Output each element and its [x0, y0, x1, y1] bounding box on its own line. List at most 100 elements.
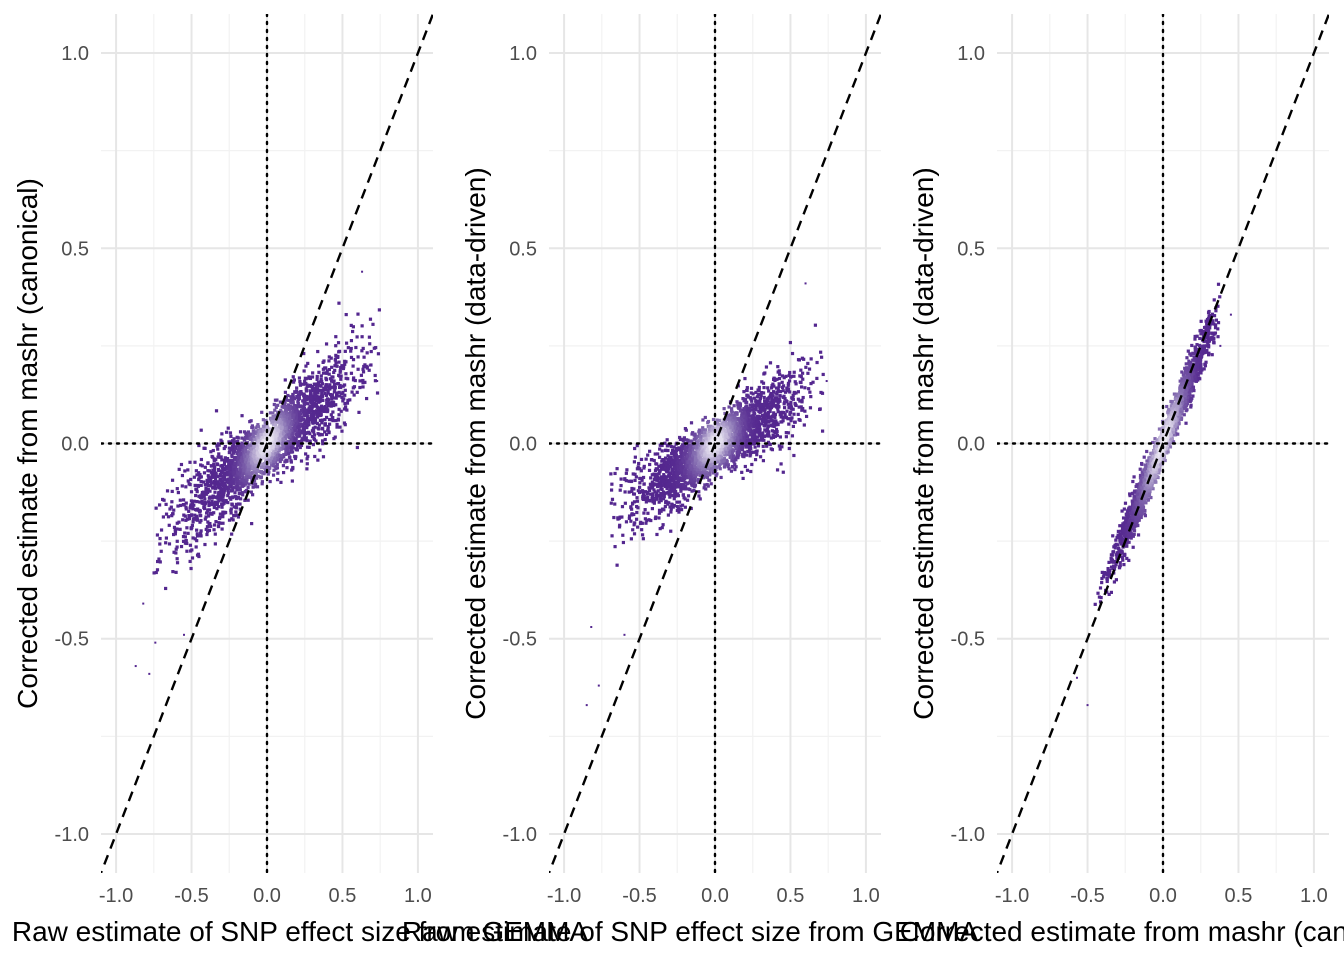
- density-cell: [315, 405, 319, 409]
- density-cell: [197, 508, 201, 513]
- density-cell: [748, 414, 752, 418]
- density-cell: [610, 482, 614, 486]
- density-cell: [342, 407, 347, 411]
- density-cell: [256, 432, 260, 436]
- density-cell: [334, 396, 338, 400]
- density-cell: [748, 396, 752, 400]
- density-cell: [191, 536, 195, 540]
- density-cell: [705, 475, 710, 480]
- density-cell: [302, 382, 306, 386]
- density-cell: [644, 500, 648, 504]
- outlier-point: [361, 270, 364, 273]
- density-cell: [623, 501, 627, 505]
- density-cell: [637, 485, 642, 489]
- density-cell: [657, 464, 661, 468]
- density-cell: [237, 476, 241, 480]
- density-cell: [215, 507, 219, 511]
- density-cell: [709, 437, 713, 441]
- density-cell: [268, 479, 272, 484]
- density-cell: [762, 395, 766, 400]
- density-cell: [791, 424, 796, 429]
- density-cell: [221, 498, 225, 503]
- density-cell: [664, 479, 668, 484]
- density-cell: [276, 403, 280, 407]
- density-cell: [778, 372, 782, 376]
- density-cell: [619, 477, 623, 481]
- density-cell: [632, 523, 636, 527]
- density-cell: [177, 520, 181, 524]
- density-cell: [778, 447, 782, 451]
- density-cell: [318, 448, 322, 452]
- density-cell: [293, 419, 297, 423]
- density-cell: [351, 325, 355, 329]
- density-cell: [203, 517, 207, 521]
- density-cell: [638, 521, 643, 526]
- density-cell: [690, 455, 695, 459]
- density-cell: [313, 392, 318, 397]
- density-cell: [658, 470, 662, 474]
- density-cell: [634, 475, 638, 479]
- density-cell: [646, 453, 650, 457]
- density-cell: [745, 468, 750, 472]
- density-cell: [273, 398, 278, 402]
- density-cell: [725, 422, 729, 426]
- density-cell: [354, 345, 358, 350]
- density-cell: [236, 451, 240, 455]
- density-cell: [669, 529, 673, 533]
- density-cell: [758, 396, 762, 401]
- density-cell: [303, 379, 307, 383]
- density-cell: [298, 379, 302, 384]
- density-cell: [754, 449, 758, 454]
- density-cell: [649, 458, 654, 462]
- density-cell: [303, 396, 307, 400]
- density-cell: [766, 433, 771, 437]
- density-cell: [801, 395, 805, 400]
- y-tick-label: -1.0: [55, 824, 89, 846]
- density-cell: [728, 450, 732, 454]
- density-cell: [664, 463, 668, 468]
- density-cell: [310, 375, 315, 379]
- density-cell: [632, 500, 637, 504]
- density-cell: [326, 388, 330, 392]
- density-cell: [683, 497, 687, 501]
- density-cell: [278, 459, 282, 464]
- density-cell: [677, 510, 681, 514]
- density-cell: [274, 438, 278, 442]
- density-cell: [732, 460, 736, 464]
- density-cell: [743, 376, 747, 381]
- density-cell: [804, 414, 809, 419]
- density-cell: [206, 488, 210, 492]
- density-cell: [752, 432, 756, 436]
- density-cell: [665, 438, 669, 442]
- density-cell: [676, 464, 680, 469]
- density-cell: [680, 476, 684, 480]
- density-cell: [182, 503, 186, 507]
- density-cell: [235, 475, 239, 479]
- density-cell: [676, 494, 681, 498]
- density-cell: [358, 385, 362, 390]
- density-cell: [663, 504, 667, 509]
- density-cell: [350, 390, 354, 394]
- density-cell: [682, 478, 686, 482]
- density-cell: [240, 479, 244, 483]
- density-cell: [249, 457, 253, 461]
- density-cell: [272, 459, 276, 463]
- density-cell: [703, 415, 707, 420]
- density-cell: [270, 420, 275, 424]
- density-cell: [735, 421, 739, 425]
- density-cell: [341, 399, 345, 403]
- density-cell: [159, 549, 163, 553]
- density-cell: [642, 511, 646, 515]
- density-cell: [665, 460, 669, 464]
- density-cell: [234, 467, 239, 471]
- density-cell: [220, 514, 224, 518]
- density-cell: [305, 426, 309, 430]
- density-cell: [213, 490, 217, 494]
- density-cell: [703, 428, 708, 432]
- density-cell: [742, 390, 746, 394]
- density-cell: [757, 414, 761, 418]
- density-cell: [164, 536, 169, 540]
- density-cell: [733, 436, 737, 440]
- density-cell: [297, 395, 301, 399]
